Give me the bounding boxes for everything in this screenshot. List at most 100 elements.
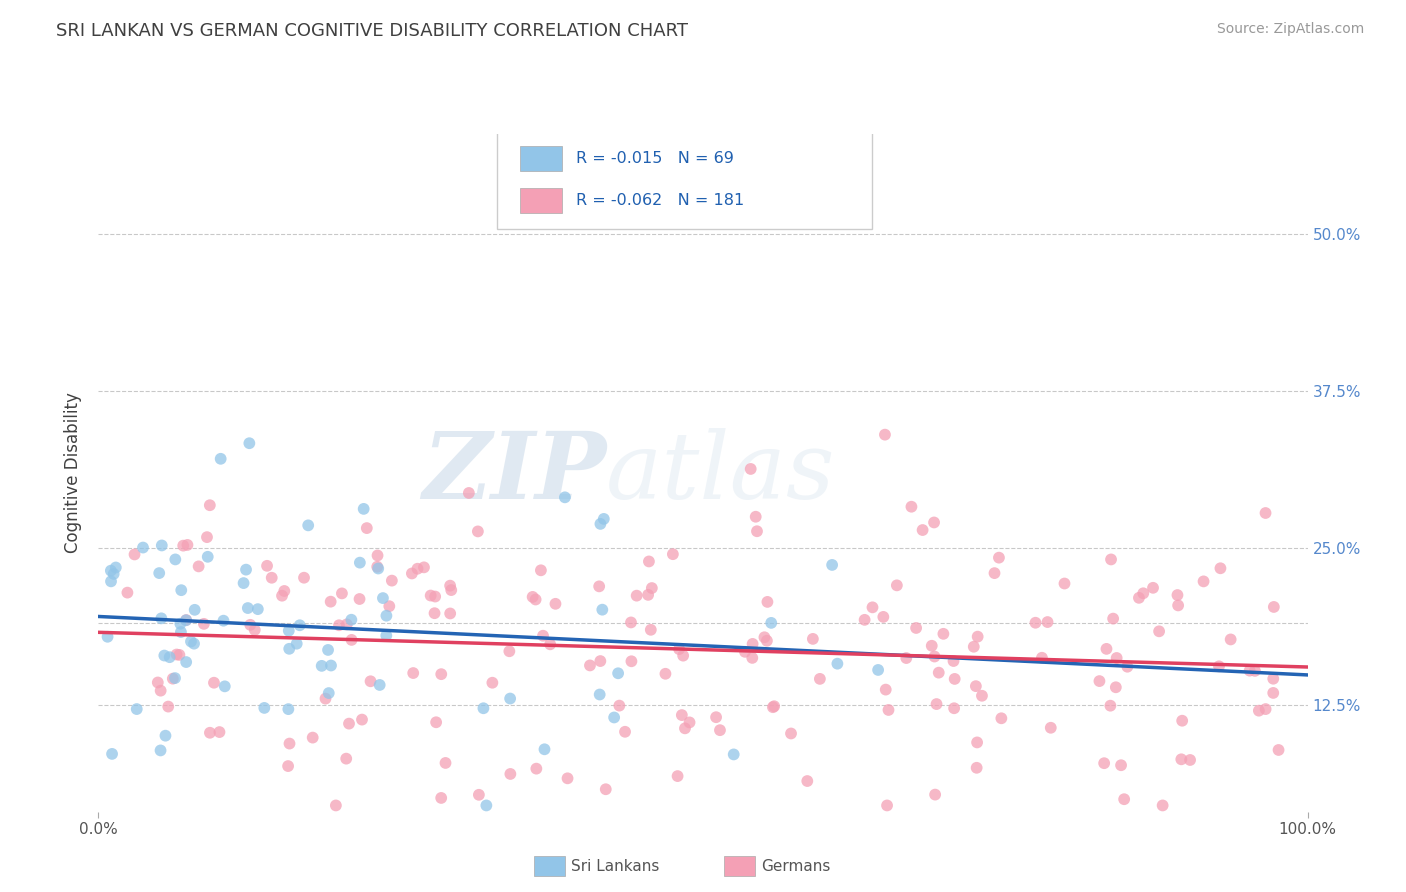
Point xyxy=(966,630,988,644)
Point xyxy=(595,782,617,797)
Point xyxy=(588,579,610,593)
Point xyxy=(662,547,685,561)
Point xyxy=(745,524,768,539)
Point xyxy=(117,585,139,599)
Point xyxy=(162,672,184,686)
Point xyxy=(780,726,803,740)
Point xyxy=(174,613,197,627)
Point xyxy=(100,574,122,589)
Point xyxy=(673,722,696,736)
Point xyxy=(872,610,894,624)
Point xyxy=(195,530,218,544)
Point xyxy=(153,648,176,663)
Point xyxy=(124,548,146,562)
Point xyxy=(1092,756,1115,771)
Point xyxy=(174,613,197,627)
Text: SRI LANKAN VS GERMAN COGNITIVE DISABILITY CORRELATION CHART: SRI LANKAN VS GERMAN COGNITIVE DISABILIT… xyxy=(56,22,689,40)
Point xyxy=(672,648,695,663)
Point xyxy=(868,663,890,677)
Point xyxy=(911,523,934,537)
Point xyxy=(754,630,776,644)
Point xyxy=(1254,506,1277,520)
Point xyxy=(943,672,966,686)
Point xyxy=(741,637,763,651)
Point xyxy=(756,595,779,609)
Point xyxy=(524,762,547,776)
Point xyxy=(607,666,630,681)
Point xyxy=(366,559,388,574)
Point xyxy=(150,611,173,625)
Point xyxy=(614,724,637,739)
Point xyxy=(325,798,347,813)
Point xyxy=(1116,659,1139,673)
Point xyxy=(149,683,172,698)
Point xyxy=(236,601,259,615)
Point xyxy=(943,701,966,715)
Y-axis label: Cognitive Disability: Cognitive Disability xyxy=(65,392,83,553)
Point xyxy=(169,616,191,631)
Point xyxy=(932,627,955,641)
Point xyxy=(1209,561,1232,575)
Point xyxy=(827,657,849,671)
Point xyxy=(187,559,209,574)
Point xyxy=(762,700,785,714)
Text: R = -0.062   N = 181: R = -0.062 N = 181 xyxy=(576,193,744,208)
Point xyxy=(367,549,389,563)
Point xyxy=(277,702,299,716)
Text: ZIP: ZIP xyxy=(422,428,606,517)
Point xyxy=(637,588,659,602)
FancyBboxPatch shape xyxy=(498,130,872,228)
Point xyxy=(666,769,689,783)
Point xyxy=(761,615,783,630)
Point xyxy=(146,675,169,690)
Point xyxy=(763,699,786,714)
Point xyxy=(209,451,232,466)
Point xyxy=(1170,752,1192,766)
Point xyxy=(1263,599,1285,614)
Point xyxy=(318,686,340,700)
Point xyxy=(401,566,423,581)
Point xyxy=(654,666,676,681)
Point xyxy=(620,654,643,668)
Point xyxy=(97,630,120,644)
Point xyxy=(877,703,900,717)
Point xyxy=(256,558,278,573)
Point xyxy=(349,592,371,607)
Point xyxy=(620,615,643,630)
Point xyxy=(1219,632,1241,647)
Point xyxy=(970,689,993,703)
Point xyxy=(1142,581,1164,595)
Point xyxy=(472,701,495,715)
Point xyxy=(239,617,262,632)
Point xyxy=(704,710,727,724)
Point xyxy=(165,552,187,566)
Point xyxy=(1099,552,1122,566)
Point xyxy=(155,729,177,743)
Point xyxy=(439,607,461,621)
Point xyxy=(1088,674,1111,689)
Point xyxy=(172,539,194,553)
Point xyxy=(253,701,276,715)
Point xyxy=(1254,702,1277,716)
Point xyxy=(983,566,1005,581)
Point xyxy=(1031,650,1053,665)
Point xyxy=(668,642,690,657)
Point xyxy=(419,589,441,603)
Point xyxy=(925,697,948,711)
Point xyxy=(671,708,693,723)
Point xyxy=(423,606,446,620)
Point xyxy=(900,500,922,514)
Point xyxy=(198,725,221,739)
Point xyxy=(349,556,371,570)
Point xyxy=(340,613,363,627)
Point xyxy=(319,595,342,609)
Point xyxy=(159,650,181,665)
Point xyxy=(340,632,363,647)
Point xyxy=(430,667,453,681)
Point xyxy=(1166,588,1188,602)
Point xyxy=(1171,714,1194,728)
Point xyxy=(796,774,818,789)
Point xyxy=(125,702,148,716)
Point xyxy=(375,608,398,623)
Point xyxy=(467,524,489,539)
